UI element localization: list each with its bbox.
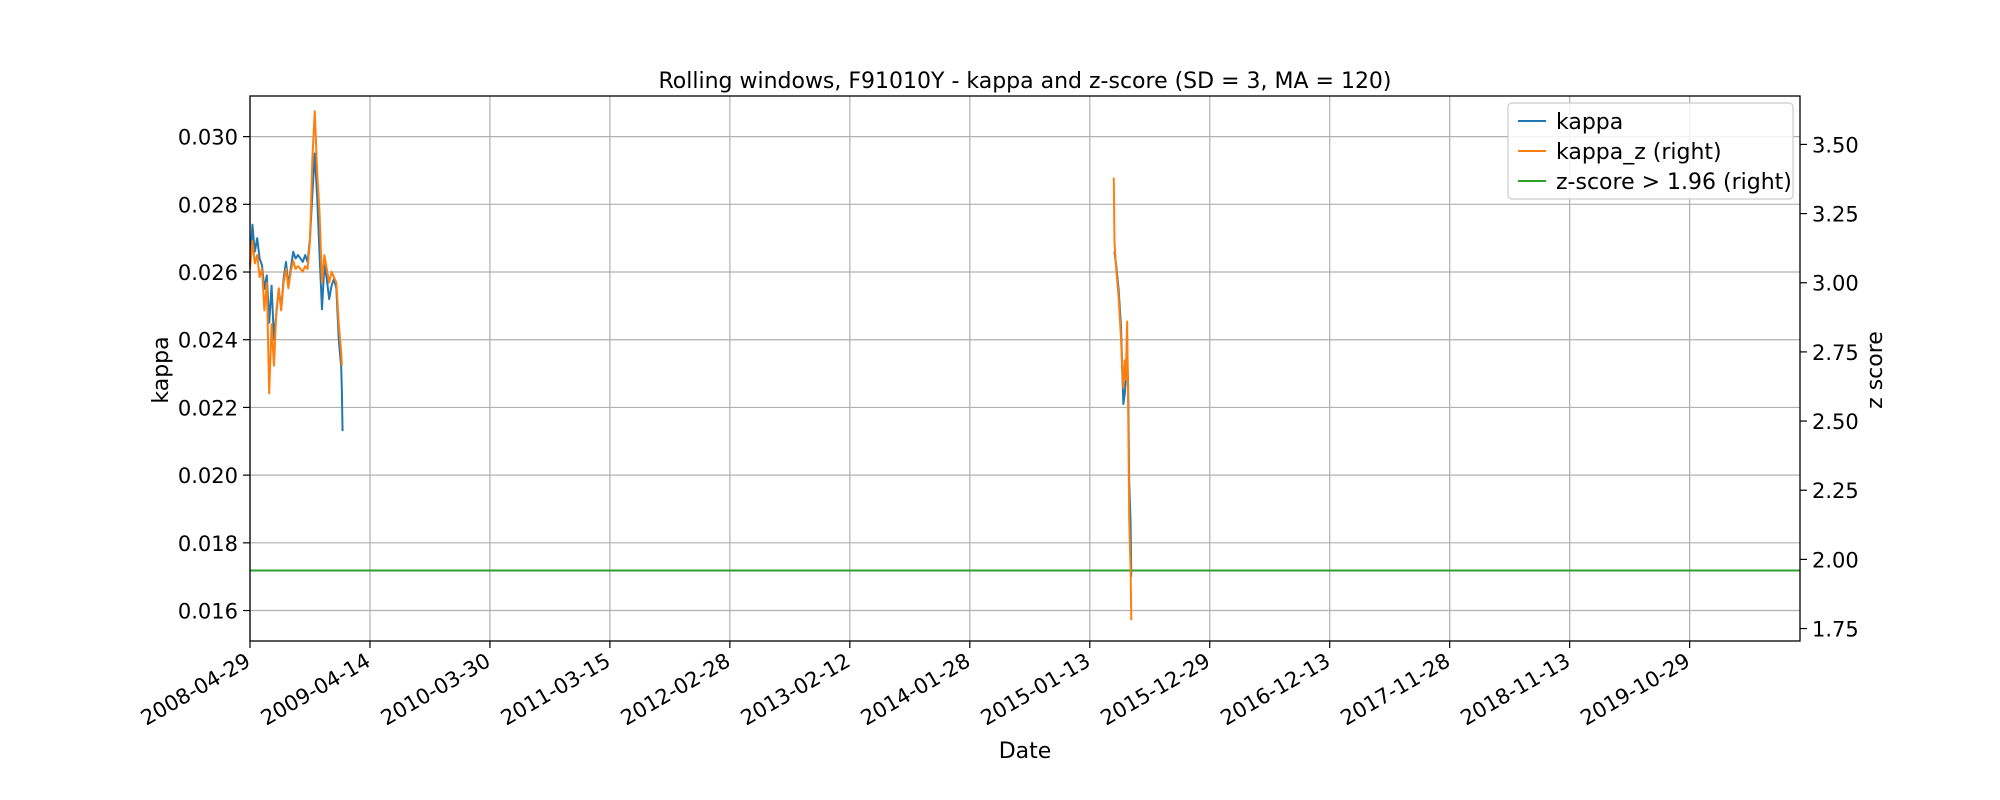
y-right-tick-label: 3.25 bbox=[1812, 203, 1859, 227]
y-right-tick-label: 3.00 bbox=[1812, 272, 1859, 296]
y-right-tick-label: 3.50 bbox=[1812, 133, 1859, 157]
x-axis-title: Date bbox=[999, 739, 1052, 764]
y-right-tick-label: 2.75 bbox=[1812, 341, 1859, 365]
y-right-tick-label: 1.75 bbox=[1812, 618, 1859, 642]
x-tick-label: 2019-10-29 bbox=[1576, 649, 1694, 731]
x-tick-label: 2014-01-28 bbox=[857, 649, 975, 731]
y-axis-title: kappa bbox=[149, 336, 174, 403]
x-tick-label: 2012-02-28 bbox=[617, 649, 735, 731]
y-right-tick-label: 2.50 bbox=[1812, 410, 1859, 434]
plot-area bbox=[249, 110, 1800, 621]
legend-label-kappa: kappa bbox=[1556, 110, 1623, 135]
y-right-tick-label: 2.00 bbox=[1812, 548, 1859, 572]
y-axis-right: 1.75 2.00 2.25 2.50 2.75 3.00 3.25 3.50 bbox=[1800, 133, 1859, 642]
y-tick-label: 0.030 bbox=[178, 126, 238, 150]
x-tick-label: 2017-11-28 bbox=[1336, 649, 1454, 731]
legend-box bbox=[1507, 102, 1794, 200]
x-tick-label: 2009-04-14 bbox=[257, 649, 375, 731]
y-axis-left: 0.016 0.018 0.020 0.022 0.024 0.026 0.028 0.030 bbox=[178, 126, 250, 624]
x-axis: 2008-04-29 2009-04-14 2010-03-30 2011-03-15… bbox=[137, 641, 1694, 730]
x-tick-label: 2018-11-13 bbox=[1456, 649, 1574, 731]
y-tick-label: 0.020 bbox=[178, 464, 238, 488]
legend: kappa kappa_z (right) z-score > 1.96 (ri… bbox=[1507, 102, 1794, 200]
legend-label-z-threshold: z-score > 1.96 (right) bbox=[1556, 170, 1792, 195]
series-line-kappa-z-right-segment-1 bbox=[249, 110, 343, 395]
y-tick-label: 0.026 bbox=[178, 261, 238, 285]
y-tick-label: 0.024 bbox=[178, 329, 238, 353]
x-tick-label: 2011-03-15 bbox=[497, 649, 615, 731]
x-tick-label: 2013-02-12 bbox=[737, 649, 855, 731]
chart-title: Rolling windows, F91010Y - kappa and z-s… bbox=[658, 69, 1391, 94]
series-line-kappa-z-right-segment-2 bbox=[1112, 177, 1133, 621]
y-right-tick-label: 2.25 bbox=[1812, 479, 1859, 503]
series-line-kappa-segment-1 bbox=[249, 152, 344, 432]
y-tick-label: 0.028 bbox=[178, 193, 238, 217]
x-tick-label: 2015-12-29 bbox=[1097, 649, 1215, 731]
x-tick-label: 2008-04-29 bbox=[137, 649, 255, 731]
y-tick-label: 0.022 bbox=[178, 396, 238, 420]
plot-frame bbox=[249, 95, 1801, 642]
y-axis-right-title: z score bbox=[1863, 331, 1888, 409]
y-tick-label: 0.016 bbox=[178, 600, 238, 624]
x-tick-label: 2016-12-13 bbox=[1217, 649, 1335, 731]
y-tick-label: 0.018 bbox=[178, 532, 238, 556]
legend-label-kappa-z: kappa_z (right) bbox=[1556, 140, 1722, 165]
x-tick-label: 2015-01-13 bbox=[977, 649, 1095, 731]
x-tick-label: 2010-03-30 bbox=[377, 649, 495, 731]
